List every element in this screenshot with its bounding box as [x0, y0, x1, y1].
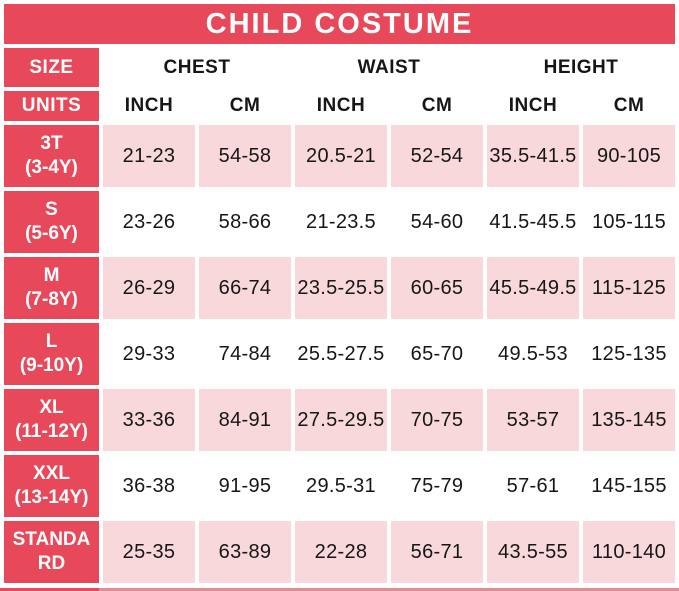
measurement-cell: 65-70 — [391, 323, 483, 385]
size-age-range: RD — [37, 553, 66, 574]
size-label-cell: XXL (13-14Y) — [4, 455, 99, 517]
size-label-cell: S (5-6Y) — [4, 191, 99, 253]
measurement-cell: 35.5-41.5 — [487, 125, 579, 187]
unit-waist-inch: INCH — [295, 91, 387, 121]
measurement-cell: 29-33 — [103, 323, 195, 385]
size-code: M — [43, 265, 60, 287]
measurement-cell: 21-23.5 — [295, 191, 387, 253]
measurement-cell: 74-84 — [199, 323, 291, 385]
measurement-cell: 49.5-53 — [487, 323, 579, 385]
size-age-range: (5-6Y) — [25, 223, 78, 244]
chart-title: CHILD COSTUME — [4, 4, 675, 44]
measurement-cell: 84-91 — [199, 389, 291, 451]
size-label-cell: XL (11-12Y) — [4, 389, 99, 451]
size-code: S — [45, 199, 58, 221]
measurement-cell: 23-26 — [103, 191, 195, 253]
size-label-cell: L (9-10Y) — [4, 323, 99, 385]
measurement-cell: 52-54 — [391, 125, 483, 187]
measurement-cell: 33-36 — [103, 389, 195, 451]
measurement-cell: 41.5-45.5 — [487, 191, 579, 253]
measurement-cell: 25-35 — [103, 521, 195, 583]
size-code: XXL — [33, 463, 70, 485]
size-header-cell: SIZE — [4, 48, 99, 87]
size-label-cell: M (7-8Y) — [4, 257, 99, 319]
measurement-cell: 22-28 — [295, 521, 387, 583]
measurement-cell: 25.5-27.5 — [295, 323, 387, 385]
measurement-cell: 27.5-29.5 — [295, 389, 387, 451]
measurement-cell: 21-23 — [103, 125, 195, 187]
measurement-cell: 56-71 — [391, 521, 483, 583]
measurement-cell: 70-75 — [391, 389, 483, 451]
measurement-cell: 23.5-25.5 — [295, 257, 387, 319]
size-age-range: (11-12Y) — [15, 421, 88, 442]
unit-height-inch: INCH — [487, 91, 579, 121]
measurement-cell: 60-65 — [391, 257, 483, 319]
unit-chest-inch: INCH — [103, 91, 195, 121]
measurement-cell: 90-105 — [583, 125, 675, 187]
size-label-cell: STANDA RD — [4, 521, 99, 583]
measurement-cell: 115-125 — [583, 257, 675, 319]
measurement-cell: 58-66 — [199, 191, 291, 253]
measurement-cell: 110-140 — [583, 521, 675, 583]
size-age-range: (13-14Y) — [14, 487, 89, 508]
measurement-cell: 36-38 — [103, 455, 195, 517]
measurement-cell: 45.5-49.5 — [487, 257, 579, 319]
measurement-cell: 125-135 — [583, 323, 675, 385]
size-code: XL — [39, 397, 64, 419]
size-label-cell: 3T (3-4Y) — [4, 125, 99, 187]
measurement-cell: 29.5-31 — [295, 455, 387, 517]
measurement-cell: 53-57 — [487, 389, 579, 451]
size-age-range: (3-4Y) — [25, 157, 78, 178]
measurement-cell: 54-58 — [199, 125, 291, 187]
measurement-cell: 145-155 — [583, 455, 675, 517]
size-code: STANDA — [12, 529, 91, 551]
size-code: L — [45, 331, 58, 353]
unit-height-cm: CM — [583, 91, 675, 121]
measurement-cell: 26-29 — [103, 257, 195, 319]
measurement-cell: 43.5-55 — [487, 521, 579, 583]
measurement-cell: 63-89 — [199, 521, 291, 583]
column-group-waist: WAIST — [295, 48, 483, 87]
measurement-cell: 66-74 — [199, 257, 291, 319]
column-group-chest: CHEST — [103, 48, 291, 87]
measurement-cell: 135-145 — [583, 389, 675, 451]
unit-chest-cm: CM — [199, 91, 291, 121]
size-age-range: (7-8Y) — [25, 289, 78, 310]
measurement-cell: 20.5-21 — [295, 125, 387, 187]
bottom-edge-strip — [0, 588, 679, 591]
size-code: 3T — [40, 133, 63, 155]
units-header-cell: UNITS — [4, 91, 99, 121]
measurement-cell: 57-61 — [487, 455, 579, 517]
column-group-height: HEIGHT — [487, 48, 675, 87]
measurement-cell: 75-79 — [391, 455, 483, 517]
size-age-range: (9-10Y) — [19, 355, 84, 376]
measurement-cell: 91-95 — [199, 455, 291, 517]
unit-waist-cm: CM — [391, 91, 483, 121]
measurement-cell: 54-60 — [391, 191, 483, 253]
measurement-cell: 105-115 — [583, 191, 675, 253]
